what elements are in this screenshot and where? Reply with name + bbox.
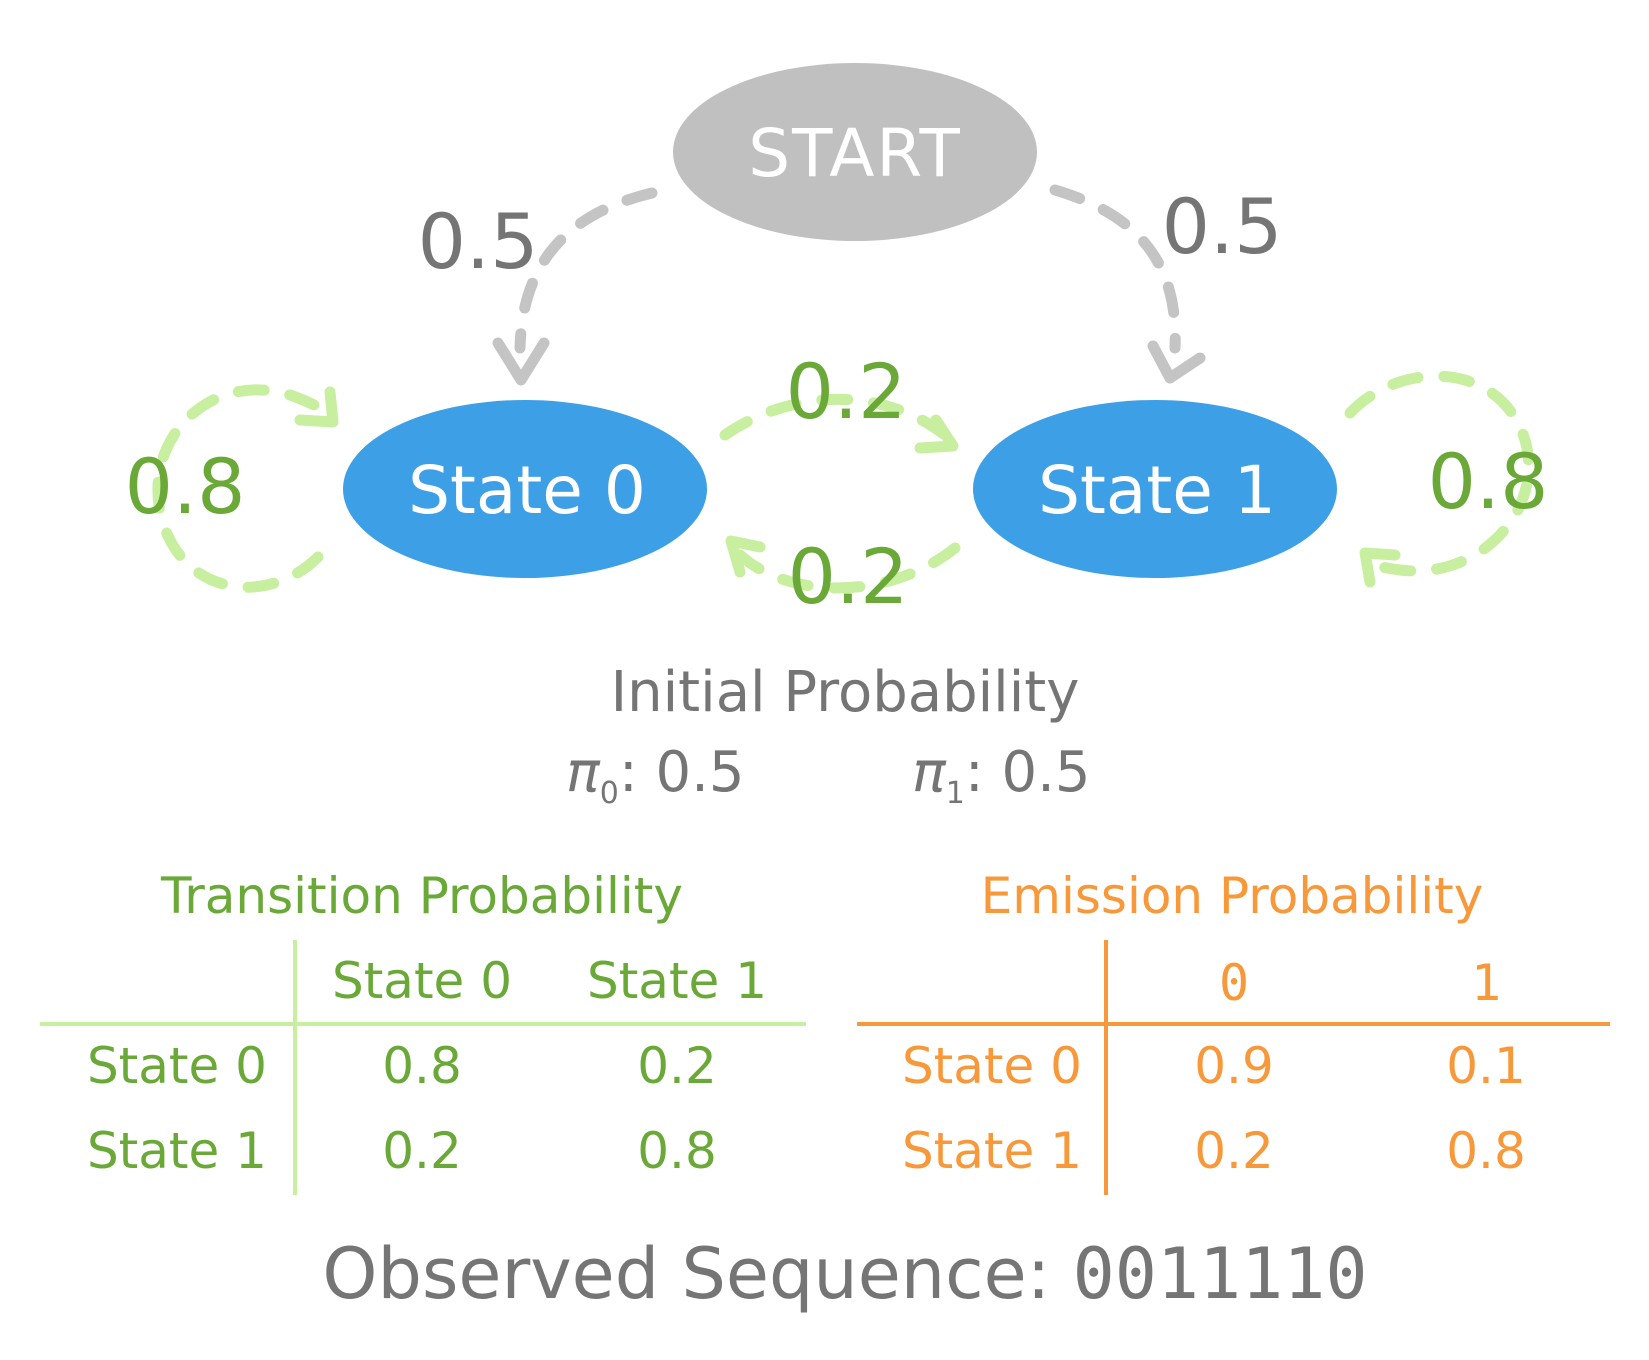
emission-row-label: State 0: [901, 1037, 1082, 1095]
transition-row-label: State 0: [86, 1037, 267, 1095]
arrowhead-state0-self: [294, 386, 339, 428]
transition-table-horizontal-rule: [40, 1022, 806, 1026]
emission-cell: 0.1: [1446, 1037, 1526, 1095]
hmm-state-diagram: START State 0 State 1 0.5 0.5 0.8 0.8 0.…: [125, 63, 1549, 621]
label-state0-self: 0.8: [125, 442, 246, 531]
observed-sequence-value: 0011110: [1072, 1233, 1368, 1315]
transition-col-header: State 0: [331, 952, 513, 1010]
state0-node: [343, 400, 707, 578]
transition-cell: 0.2: [637, 1037, 717, 1095]
pi1-symbol: π: [912, 740, 946, 805]
state0-node-label: State 0: [408, 452, 646, 529]
label-state1-to-state0: 0.2: [788, 532, 909, 621]
edge-state0-to-state1: [719, 393, 951, 441]
label-state1-self: 0.8: [1428, 437, 1549, 526]
edge-start-to-state0: [514, 187, 658, 354]
edge-start-to-state1: [1049, 184, 1181, 354]
emission-table-horizontal-rule: [857, 1022, 1610, 1026]
state1-node: [973, 400, 1337, 578]
start-node: [673, 63, 1037, 241]
transition-col-header: State 1: [586, 952, 768, 1010]
initial-probability-title: Initial Probability: [610, 660, 1080, 725]
start-node-label: START: [748, 115, 962, 192]
transition-row-label: State 1: [86, 1122, 267, 1180]
label-start-to-state0: 0.5: [418, 197, 539, 286]
emission-cell: 0.9: [1194, 1037, 1274, 1095]
label-state0-to-state1: 0.2: [786, 347, 907, 436]
emission-cell: 0.2: [1194, 1122, 1274, 1180]
arrowhead-start-to-state1: [1147, 340, 1206, 384]
emission-col-header: 0: [1218, 954, 1250, 1012]
transition-cell: 0.8: [637, 1122, 717, 1180]
arrowhead-state0-to-state1: [914, 414, 959, 454]
arrowhead-state1-self: [1359, 547, 1401, 588]
transition-cell: 0.8: [382, 1037, 462, 1095]
emission-cell: 0.8: [1446, 1122, 1526, 1180]
state1-node-label: State 1: [1038, 452, 1276, 529]
emission-table-vertical-rule: [1104, 940, 1108, 1195]
transition-table-vertical-rule: [293, 940, 297, 1195]
observed-sequence-label: Observed Sequence:: [322, 1233, 1073, 1315]
pi0-value: : 0.5: [618, 740, 745, 805]
emission-table-title: Emission Probability: [980, 867, 1484, 925]
label-start-to-state1: 0.5: [1162, 182, 1283, 271]
pi1-entry: π1: 0.5: [912, 740, 1091, 811]
edge-state0-self: [152, 384, 336, 593]
edge-state1-self: [1344, 370, 1535, 577]
transition-table-title: Transition Probability: [161, 867, 683, 925]
pi0-symbol: π: [566, 740, 600, 805]
pi1-value: : 0.5: [964, 740, 1091, 805]
pi0-entry: π0: 0.5: [566, 740, 745, 811]
arrowhead-start-to-state0: [492, 337, 550, 386]
transition-cell: 0.2: [382, 1122, 462, 1180]
emission-col-header: 1: [1470, 954, 1502, 1012]
pi0-subscript: 0: [599, 776, 619, 812]
arrowhead-state1-to-state0: [725, 535, 766, 578]
edge-state1-to-state0: [734, 542, 961, 594]
observed-sequence: Observed Sequence: 0011110: [322, 1233, 1367, 1315]
pi1-subscript: 1: [945, 776, 965, 812]
emission-row-label: State 1: [901, 1122, 1082, 1180]
